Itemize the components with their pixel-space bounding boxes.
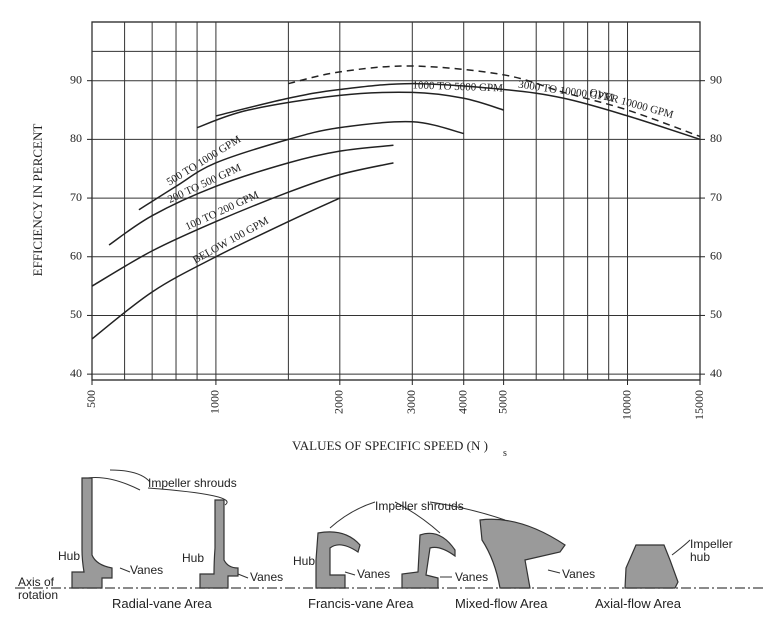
mixed-impeller [479, 518, 566, 589]
diagram-label: Vanes [357, 567, 390, 581]
diagram-label: Impeller shrouds [148, 476, 237, 490]
y-tick-label: 40 [710, 366, 722, 380]
series-line [91, 197, 341, 340]
x-tick-label: 4000 [455, 390, 469, 414]
radial-impeller-2 [199, 499, 239, 589]
curve-label: 1000 TO 5000 GPM [412, 79, 503, 94]
y-tick-label: 60 [70, 249, 82, 263]
diagram-labels: Impeller shrouds Impeller shrouds Hub Hu… [18, 476, 733, 611]
y-tick-label: 40 [70, 366, 82, 380]
radial-impeller-1 [71, 477, 113, 589]
diagram-label: Hub [58, 549, 80, 563]
x-tick-label: 5000 [495, 390, 509, 414]
francis-impeller-1 [315, 531, 361, 589]
y-tick-label: 50 [710, 307, 722, 321]
x-tick-label: 500 [84, 390, 98, 408]
axial-impeller [624, 544, 679, 589]
y-tick-label: 80 [710, 131, 722, 145]
series-line [288, 65, 701, 138]
x-tick-label: 3000 [404, 390, 418, 414]
plot [87, 21, 705, 385]
y-tick-label: 70 [70, 190, 82, 204]
y-tick-label: 50 [70, 307, 82, 321]
diagram-label: Axis of rotation [18, 575, 58, 602]
y-tick-label: 90 [70, 72, 82, 86]
diagram-label: Impeller hub [690, 537, 733, 564]
series-line [215, 82, 701, 141]
diagram-label: Vanes [250, 570, 283, 584]
series-line [138, 120, 464, 211]
diagram-label: Vanes [130, 563, 163, 577]
area-label: Francis-vane Area [308, 596, 414, 611]
diagram-label: Vanes [562, 567, 595, 581]
area-label: Mixed-flow Area [455, 596, 548, 611]
x-tick-label: 10000 [619, 390, 633, 420]
diagram-label: Vanes [455, 570, 488, 584]
area-label: Radial-vane Area [112, 596, 212, 611]
series-line [196, 91, 504, 129]
diagram-label: Impeller shrouds [375, 499, 464, 513]
series-line [91, 162, 394, 287]
diagram-label: Hub [293, 554, 315, 568]
x-tick-label: 1000 [208, 390, 222, 414]
curve-label: OVER 10000 GPM [588, 86, 675, 121]
x-tick-label: 2000 [332, 390, 346, 414]
y-tick-label: 90 [710, 72, 722, 86]
impeller-diagram [15, 469, 765, 589]
series-line [108, 144, 394, 246]
x-tick-label: 15000 [692, 390, 706, 420]
diagram-label: Hub [182, 551, 204, 565]
y-tick-label: 60 [710, 249, 722, 263]
y-axis-label: EFFICIENCY IN PERCENT [30, 124, 45, 277]
y-tick-label: 70 [710, 190, 722, 204]
x-axis-label: VALUES OF SPECIFIC SPEED (N ) [292, 438, 488, 453]
x-axis-label-subscript: s [503, 448, 507, 459]
francis-impeller-2 [401, 532, 456, 589]
y-tick-label: 80 [70, 131, 82, 145]
area-label: Axial-flow Area [595, 596, 682, 611]
